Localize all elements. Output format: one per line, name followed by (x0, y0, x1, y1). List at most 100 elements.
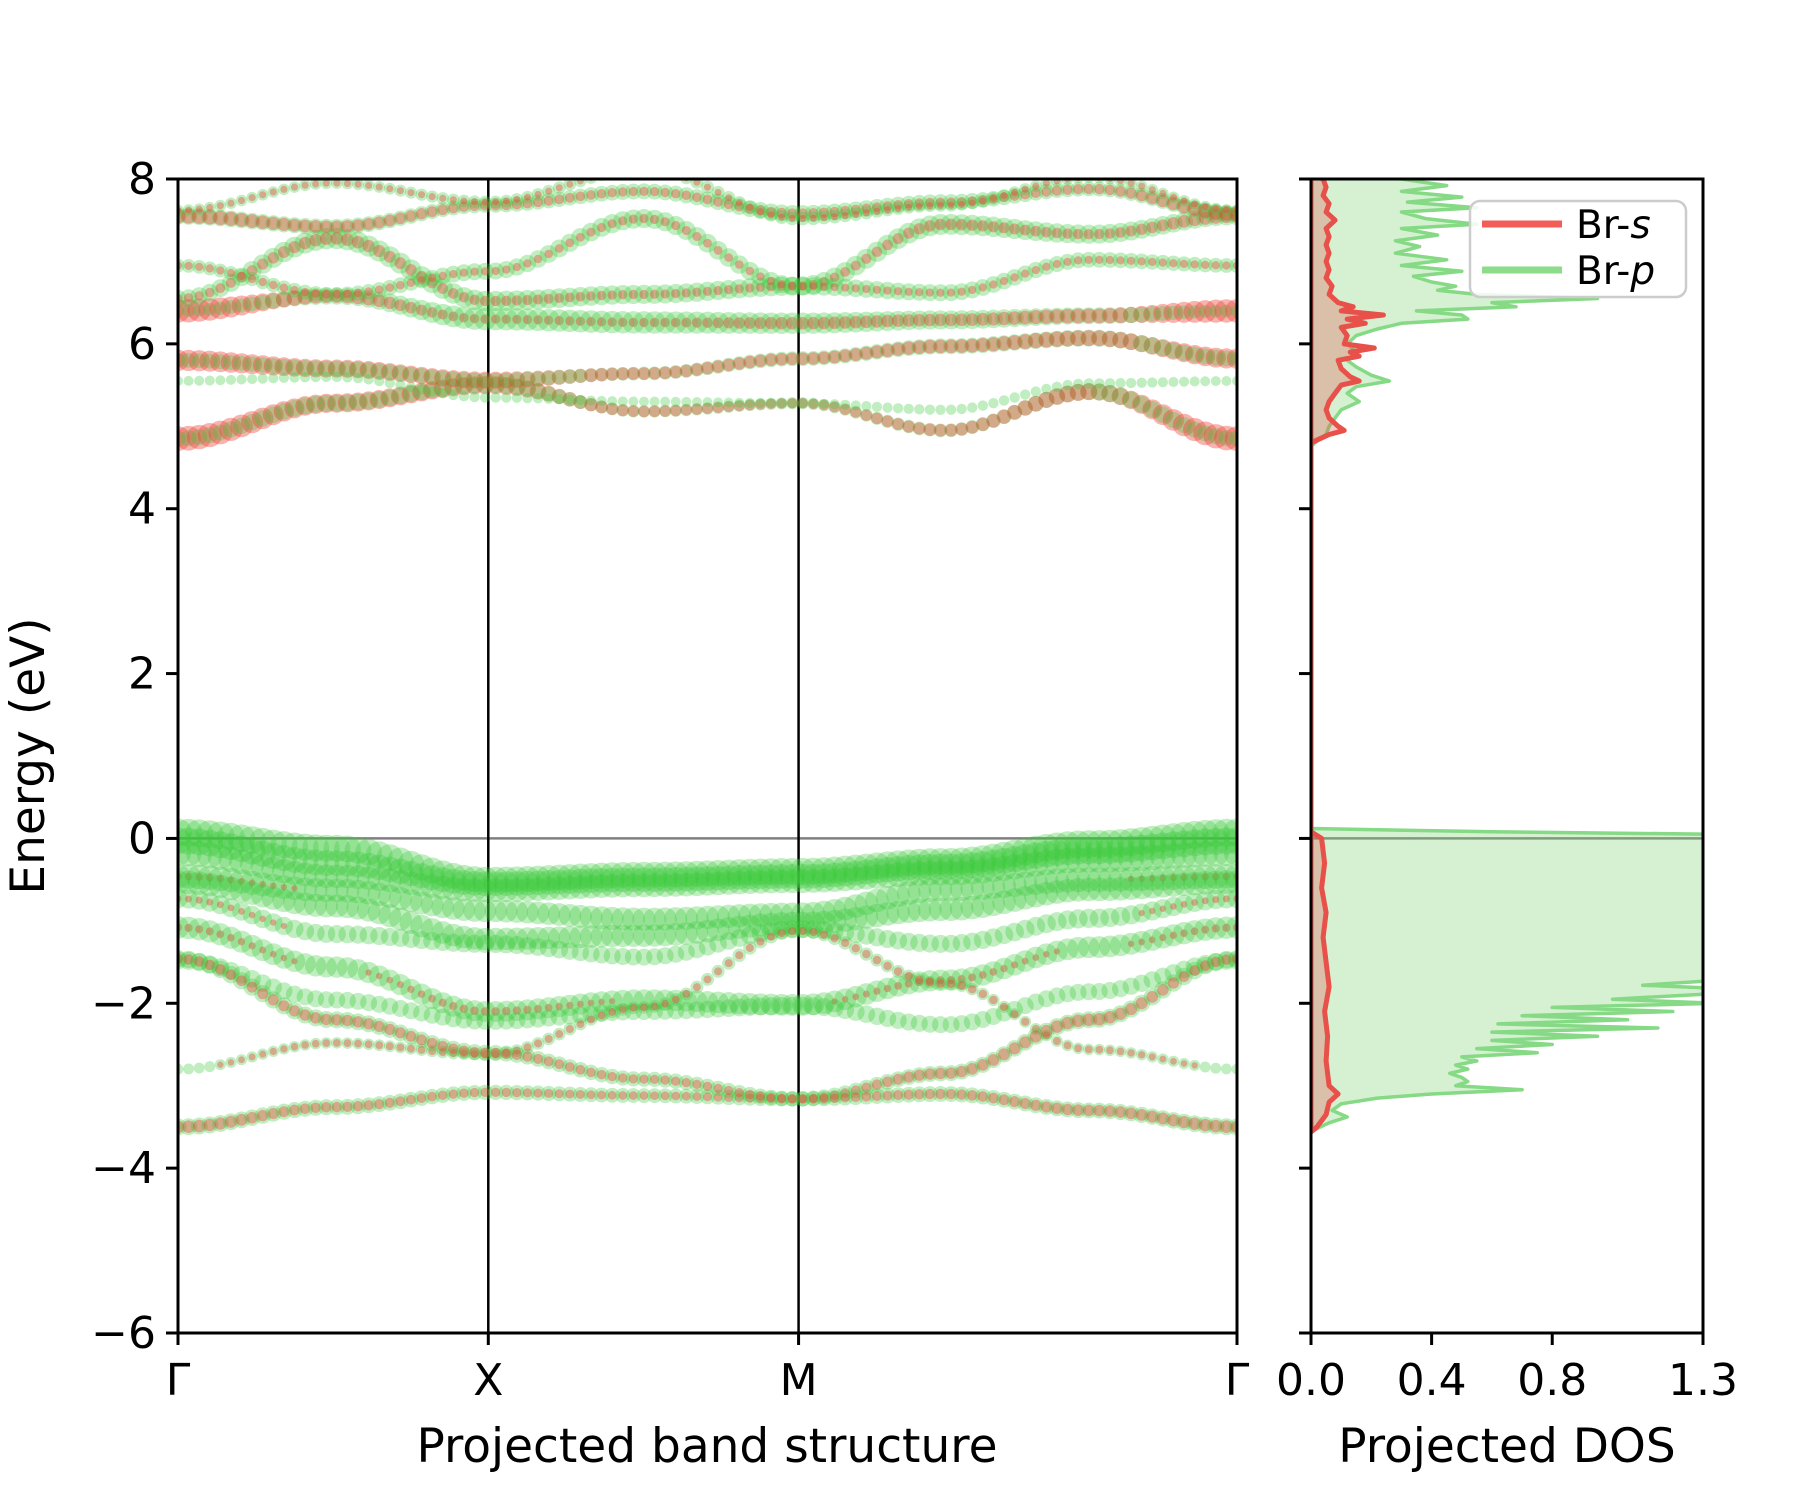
band-point-p (763, 1091, 779, 1107)
band-point-p (583, 1064, 599, 1081)
band-point-s (883, 984, 892, 993)
band-point-p (1100, 223, 1120, 244)
band-point-p (346, 896, 370, 920)
band-point-s (713, 1083, 723, 1094)
band-point-p (419, 857, 446, 884)
band-point-p (485, 1000, 507, 1022)
band-point-p (529, 1010, 547, 1028)
band-point-s (1190, 260, 1199, 269)
band-point-p (1027, 1028, 1045, 1045)
band-point-p (395, 379, 406, 391)
band-point-p (238, 838, 266, 865)
band-point-p (249, 827, 277, 856)
band-point-p (265, 293, 282, 309)
band-point-s (185, 895, 193, 903)
band-point-s (470, 1050, 479, 1059)
band-point-p (891, 964, 905, 978)
band-point-s (732, 357, 746, 370)
band-point-s (1162, 409, 1185, 431)
band-point-p (774, 1091, 790, 1107)
band-point-p (528, 289, 549, 310)
band-point-p (833, 867, 858, 892)
band-point-p (568, 868, 593, 894)
band-point-s (1010, 273, 1019, 282)
band-point-s (341, 220, 354, 233)
band-point-p (928, 897, 953, 922)
band-point-p (1196, 202, 1214, 220)
band-point-p (559, 287, 580, 308)
band-point-s (391, 386, 410, 406)
band-point-p (972, 964, 994, 986)
band-point-s (448, 311, 459, 322)
band-point-p (1067, 936, 1090, 959)
band-point-p (1133, 306, 1150, 323)
band-point-p (381, 1094, 398, 1111)
band-point-p (193, 203, 205, 215)
band-point-s (882, 201, 893, 211)
band-point-s (701, 361, 714, 375)
band-point-p (1168, 376, 1179, 388)
band-point-p (964, 1060, 981, 1077)
band-point-p (666, 215, 686, 236)
band-point-s (1146, 990, 1159, 1003)
band-point-s (936, 979, 945, 988)
band-point-p (487, 262, 505, 280)
band-point-s (1226, 348, 1237, 369)
band-point-p (937, 847, 965, 875)
band-point-s (840, 1092, 850, 1103)
band-point-p (211, 279, 230, 297)
band-point-s (386, 185, 394, 193)
band-point-p (392, 387, 409, 405)
band-point-p (648, 1000, 661, 1013)
band-point-s (248, 879, 256, 887)
band-point-p (509, 372, 525, 387)
band-point-p (194, 375, 205, 386)
band-point-s (300, 287, 310, 297)
band-point-s (1125, 1107, 1137, 1120)
band-point-p (889, 931, 908, 950)
band-point-p (1023, 870, 1048, 895)
band-point-p (198, 920, 221, 943)
band-point-p (900, 1069, 917, 1085)
band-point-p (506, 1000, 528, 1022)
band-point-s (1028, 310, 1043, 325)
band-point-p (984, 928, 1003, 947)
band-point-p (241, 934, 264, 957)
band-point-p (1080, 329, 1098, 347)
band-point-p (636, 1071, 652, 1087)
band-point-s (481, 198, 489, 206)
band-point-p (498, 372, 514, 388)
band-point-p (214, 199, 227, 212)
band-point-p (757, 858, 785, 886)
band-point-p (684, 866, 710, 892)
band-point-p (1122, 306, 1140, 324)
band-point-p (202, 353, 218, 369)
band-point-p (484, 307, 507, 331)
band-point-p (858, 345, 874, 361)
band-point-s (406, 278, 416, 288)
band-point-p (613, 211, 633, 231)
band-point-p (526, 901, 550, 925)
band-point-p (625, 1088, 641, 1103)
band-point-s (192, 1119, 206, 1133)
band-point-p (376, 844, 404, 871)
band-point-p (558, 925, 582, 949)
band-point-p (249, 840, 276, 867)
band-point-p (1154, 967, 1172, 986)
band-point-s (1048, 388, 1066, 405)
band-point-s (362, 1018, 375, 1030)
band-point-s (1189, 965, 1201, 976)
band-point-p (634, 284, 654, 304)
band-point-s (1007, 311, 1022, 325)
band-point-p (653, 873, 677, 898)
band-point-p (1049, 183, 1065, 199)
band-point-s (1021, 269, 1030, 278)
band-point-s (978, 195, 988, 205)
band-point-p (222, 961, 240, 980)
band-point-p (943, 338, 960, 355)
band-point-p (1128, 845, 1155, 871)
band-panel-frame (176, 177, 1239, 1335)
band-point-s (914, 1089, 925, 1100)
band-point-p (890, 1087, 906, 1103)
band-point-p (537, 926, 560, 950)
